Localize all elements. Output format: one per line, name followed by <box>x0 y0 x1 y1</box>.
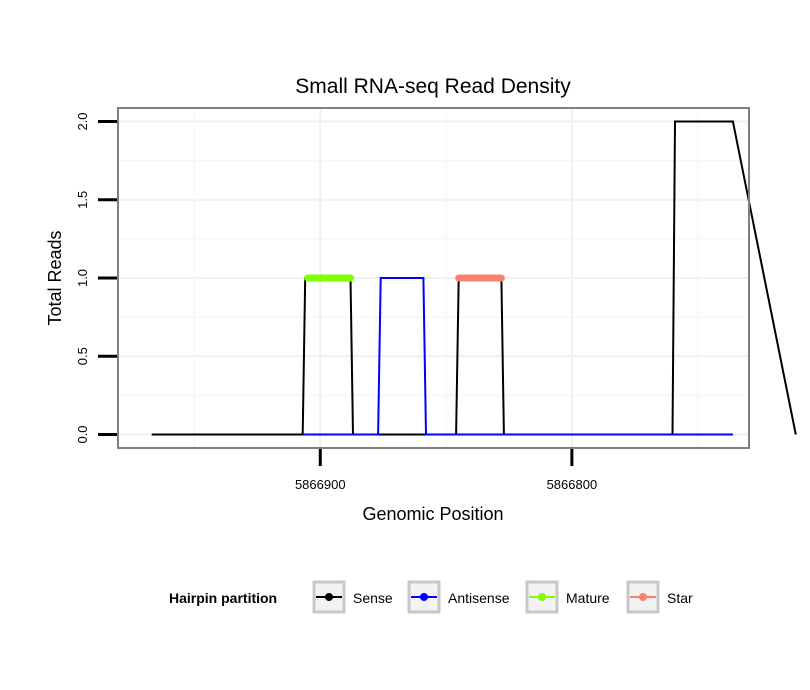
legend-title: Hairpin partition <box>169 590 277 606</box>
legend-key-point <box>325 593 333 601</box>
x-axis-title: Genomic Position <box>362 504 503 524</box>
legend-label: Star <box>667 590 693 606</box>
legend-item-star: Star <box>626 580 693 614</box>
legend-key-point <box>538 593 546 601</box>
legend-key-point <box>639 593 647 601</box>
legend-label: Mature <box>566 590 610 606</box>
legend-item-sense: Sense <box>312 580 393 614</box>
x-tick-label: 5866800 <box>547 477 598 492</box>
y-tick-label: 0.5 <box>75 347 90 365</box>
legend-item-antisense: Antisense <box>407 580 510 614</box>
legend-label: Antisense <box>448 590 510 606</box>
gridlines <box>119 109 748 447</box>
y-axis: 0.0 0.5 1.0 1.5 2.0 <box>75 112 117 444</box>
legend-label: Sense <box>353 590 393 606</box>
y-tick-label: 2.0 <box>75 112 90 130</box>
x-axis: 5866900 5866800 <box>295 449 597 492</box>
x-tick-label: 5866900 <box>295 477 346 492</box>
y-tick-label: 1.0 <box>75 269 90 287</box>
legend-item-mature: Mature <box>525 580 610 614</box>
y-tick-label: 0.0 <box>75 425 90 443</box>
plot-panel-border <box>117 107 750 449</box>
series-antisense <box>302 277 733 436</box>
series-layer <box>151 120 797 436</box>
legend-key-point <box>420 593 428 601</box>
y-tick-label: 1.5 <box>75 191 90 209</box>
y-axis-title: Total Reads <box>45 230 65 325</box>
legend: Hairpin partition Sense Antisense Mature St… <box>169 580 693 614</box>
chart-title: Small RNA-seq Read Density <box>295 75 571 98</box>
